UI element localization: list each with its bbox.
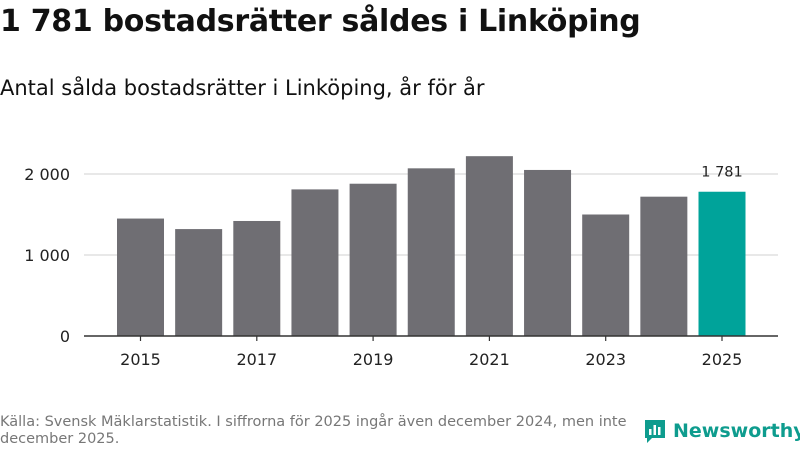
bar-2015 — [117, 218, 164, 336]
bar-2023 — [582, 214, 630, 336]
bar-2025 — [698, 191, 746, 336]
source-note: Källa: Svensk Mäklarstatistik. I siffror… — [0, 414, 627, 447]
data-label-2025: 1 781 — [701, 165, 743, 181]
brand-logo[interactable]: Newsworthy — [643, 418, 800, 444]
brand-name: Newsworthy — [673, 420, 800, 442]
bar-2019 — [349, 183, 397, 336]
x-tick-label: 2017 — [236, 350, 277, 369]
x-tick-label: 2023 — [585, 350, 626, 369]
y-tick-label: 1 000 — [24, 246, 70, 265]
bar-2020 — [407, 168, 455, 336]
bar-2018 — [291, 189, 339, 336]
bar-2021 — [465, 156, 513, 336]
chart-subtitle: Antal sålda bostadsrätter i Linköping, å… — [0, 76, 485, 100]
page-title: 1 781 bostadsrätter såldes i Linköping — [0, 4, 641, 39]
bar-2022 — [524, 169, 572, 336]
x-tick-label: 2025 — [702, 350, 743, 369]
bar-chart-icon — [645, 420, 665, 443]
bar-2016 — [175, 229, 223, 336]
bar-2017 — [233, 220, 281, 336]
y-tick-label: 0 — [60, 327, 70, 346]
bar-chart: 0 1 000 2 000 2015 2017 2019 2021 2023 2025 1 781 — [24, 156, 778, 369]
x-tick-label: 2019 — [353, 350, 394, 369]
y-tick-label: 2 000 — [24, 165, 70, 184]
bar-2024 — [640, 196, 688, 336]
x-tick-label: 2021 — [469, 350, 510, 369]
x-tick-label: 2015 — [120, 350, 161, 369]
